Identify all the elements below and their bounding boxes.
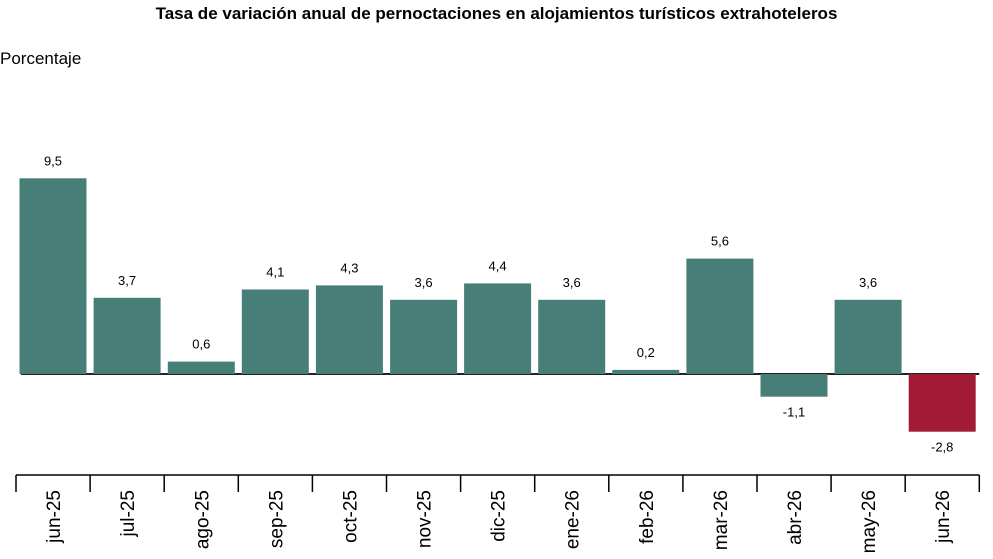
data-label-jul-25: 3,7 <box>118 273 136 288</box>
data-label-ene-26: 3,6 <box>563 275 581 290</box>
bar-nov-25 <box>390 299 458 374</box>
bar-jul-25 <box>93 297 161 374</box>
data-label-ago-25: 0,6 <box>192 337 210 352</box>
data-label-dic-25: 4,4 <box>489 258 507 273</box>
data-label-jun-26: -2,8 <box>931 440 953 455</box>
data-label-feb-26: 0,2 <box>637 345 655 360</box>
bar-jun-26 <box>908 374 976 432</box>
y-axis-label: Porcentaje <box>0 49 82 68</box>
x-tick-label-dic-25: dic-25 <box>489 490 510 542</box>
x-tick-label-abr-26: abr-26 <box>785 490 806 545</box>
bar-jun-25 <box>19 178 87 374</box>
x-tick-label-ene-26: ene-26 <box>563 490 584 549</box>
bar-ene-26 <box>538 299 606 374</box>
data-label-oct-25: 4,3 <box>340 260 358 275</box>
bar-oct-25 <box>315 285 383 374</box>
data-label-may-26: 3,6 <box>859 275 877 290</box>
x-tick-label-may-26: may-26 <box>859 490 880 553</box>
bar-feb-26 <box>612 369 680 374</box>
x-tick-label-nov-25: nov-25 <box>415 490 436 548</box>
bar-sep-25 <box>241 289 309 374</box>
data-label-abr-26: -1,1 <box>783 405 805 420</box>
bar-abr-26 <box>760 374 828 397</box>
x-tick-label-mar-26: mar-26 <box>711 490 732 550</box>
bar-ago-25 <box>167 361 235 374</box>
x-tick-label-ago-25: ago-25 <box>192 490 213 549</box>
data-label-mar-26: 5,6 <box>711 234 729 249</box>
chart-title: Tasa de variación anual de pernoctacione… <box>155 4 838 23</box>
data-label-sep-25: 4,1 <box>266 265 284 280</box>
bar-dic-25 <box>464 283 532 374</box>
x-tick-label-sep-25: sep-25 <box>266 490 287 548</box>
x-tick-label-oct-25: oct-25 <box>340 490 361 543</box>
bar-may-26 <box>834 299 902 374</box>
x-tick-label-jul-25: jul-25 <box>118 490 139 537</box>
x-tick-label-jun-25: jun-25 <box>44 490 65 544</box>
data-label-jun-25: 9,5 <box>44 153 62 168</box>
x-tick-label-jun-26: jun-26 <box>933 490 954 544</box>
data-label-nov-25: 3,6 <box>415 275 433 290</box>
x-tick-label-feb-26: feb-26 <box>637 490 658 544</box>
bar-mar-26 <box>686 258 754 374</box>
